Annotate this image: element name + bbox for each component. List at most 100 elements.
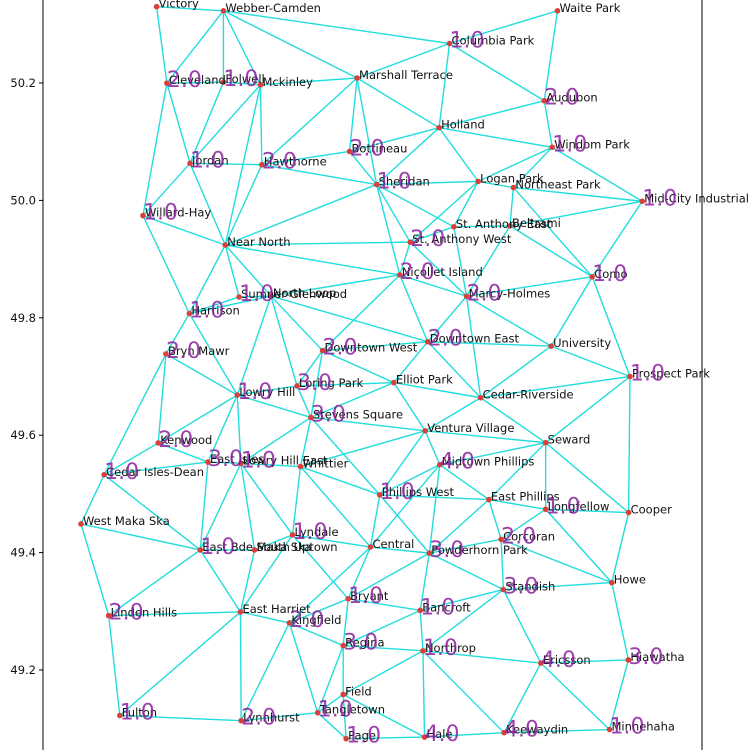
node-lynnhurst [238, 717, 244, 724]
edge-jordan-near_north [189, 163, 226, 246]
edge-dt_east-cedar_riv [427, 341, 482, 399]
node-label-phillips_w: Phillips West [382, 485, 455, 499]
node-columbia [446, 40, 453, 47]
edge-lowry_east-kingfield_t [240, 463, 256, 551]
node-label-marshall: Marshall Terrace [359, 68, 453, 82]
node-lyndale [289, 532, 296, 538]
edge-ventura-seward [425, 430, 546, 444]
edge-marcy-dt_east [427, 295, 468, 343]
edge-hiawatha-minnehaha [608, 659, 630, 730]
edge-corcoran-standish [500, 539, 505, 590]
edge-northrop-keewaydin [422, 650, 505, 734]
edge-midtown-phillips_w [379, 464, 441, 496]
node-north_loop [268, 293, 274, 299]
node-st_anth_w [407, 239, 414, 245]
node-near_north [222, 242, 229, 248]
edge-stevens-phillips_w [310, 417, 381, 496]
node-keewaydin [501, 729, 507, 736]
edge-harrison-bryn_mawr [165, 313, 190, 355]
node-ericsson [538, 660, 544, 666]
edge-cooper-howe [611, 512, 630, 583]
edge-north_loop-harrison [189, 295, 272, 315]
edge-beltrami-marcy [465, 225, 511, 297]
edge-howe-standish [503, 581, 612, 591]
node-weight-tangletown: 1.0 [318, 698, 353, 723]
node-marshall [354, 75, 360, 81]
node-weight-bryn_mawr: 2.0 [166, 339, 201, 364]
edge-powderhorn-bryant [347, 552, 430, 600]
node-label-bryn_mawr: Bryn Mawr [168, 344, 230, 358]
node-label-cleveland: Cleveland [169, 73, 226, 87]
edge-longfellow-howe [545, 508, 613, 584]
node-label-linden: Linden Hills [111, 606, 177, 620]
node-label-north_loop: North Loop [273, 286, 336, 300]
node-label-victory: Victory [159, 0, 199, 11]
node-weight-longfellow: 1.0 [546, 494, 581, 519]
node-label-keewaydin: Keewaydin [506, 723, 568, 737]
node-weight-prospect: 1.0 [630, 362, 665, 387]
edge-mckinley-jordan [189, 84, 261, 164]
edge-lowry_hill-east_isles [207, 394, 238, 463]
edge-como-marcy [466, 276, 593, 297]
node-weight-sheridan: 1.0 [377, 170, 412, 195]
edge-elliot-stevens [310, 381, 395, 419]
edge-field-page [342, 694, 347, 739]
edge-st_anth_w-near_north [225, 241, 411, 246]
edge-willard-near_north [142, 215, 226, 246]
edge-nicollet-dt_east [399, 274, 429, 343]
node-ne_park [510, 184, 517, 191]
node-label-sumner: Sumner-Glenwood [241, 287, 347, 301]
edge-powderhorn-standish [429, 552, 504, 591]
edge-holland-audubon [438, 100, 545, 129]
node-label-tangletown: Tangletown [319, 703, 385, 717]
node-field [340, 691, 346, 698]
edge-nicollet-marcy [399, 274, 467, 297]
edge-fulton-lynnhurst [119, 714, 242, 722]
edge-stevens-lowry_east [240, 416, 312, 464]
node-weight-lyndale: 1.0 [293, 520, 328, 545]
node-weight-ericsson: 4.0 [541, 648, 576, 673]
edge-beltrami-st_anth_e [453, 225, 510, 228]
node-weight-st_anth_w: 2.0 [410, 227, 445, 252]
edge-windom-logan [477, 146, 553, 183]
node-como [589, 273, 596, 280]
node-label-lowry_east: Lowry Hill East [243, 453, 328, 467]
node-label-jordan: Jordan [191, 153, 229, 167]
edge-ericsson-keewaydin [503, 662, 542, 734]
node-label-dt_east: Downtown East [430, 332, 520, 346]
node-lowry_hill [234, 392, 241, 398]
edge-bryant-kingfield [289, 598, 349, 624]
edge-bottineau-hawthorne [261, 150, 350, 166]
edge-st_anth_w-marcy [409, 241, 468, 297]
edge-page-hale [346, 736, 425, 740]
edge-columbia-waite [449, 10, 558, 45]
node-weight-cedar_isles: 1.0 [104, 460, 139, 485]
node-label-waite: Waite Park [559, 1, 620, 15]
edge-linden-fulton [107, 615, 121, 716]
node-northrop [420, 648, 426, 654]
edge-corcoran-howe [500, 538, 613, 584]
node-label-marcy: Marcy-Holmes [469, 286, 551, 300]
node-kingfield [286, 620, 293, 626]
edge-webber-marshall [223, 10, 358, 79]
edge-ebms-e_harriet [199, 549, 242, 613]
edge-north_loop-loring [270, 295, 298, 387]
node-label-university: University [553, 336, 611, 350]
edge-marcy-cedar_riv [465, 296, 482, 398]
node-webber [220, 7, 227, 14]
edge-windom-midcity [551, 146, 643, 202]
edge-bottineau-sheridan [349, 151, 378, 185]
edge-dt_east-elliot [393, 341, 429, 384]
node-university [548, 343, 554, 349]
edge-bryn_mawr-kenwood [157, 353, 167, 444]
edge-phillips_w-e_phillips [379, 494, 489, 501]
edge-cedar_riv-seward [480, 397, 547, 444]
node-st_anth_e [451, 224, 457, 230]
edge-columbia-marshall [356, 42, 450, 79]
node-label-lynnhurst: Lynnhurst [243, 711, 300, 725]
node-midcity [639, 198, 646, 205]
node-weight-como: 1.0 [592, 262, 627, 287]
edge-powderhorn-bancroft [419, 553, 431, 611]
edge-cedar_isles-w_maka [80, 474, 105, 525]
node-weight-willard: 1.0 [143, 201, 178, 226]
